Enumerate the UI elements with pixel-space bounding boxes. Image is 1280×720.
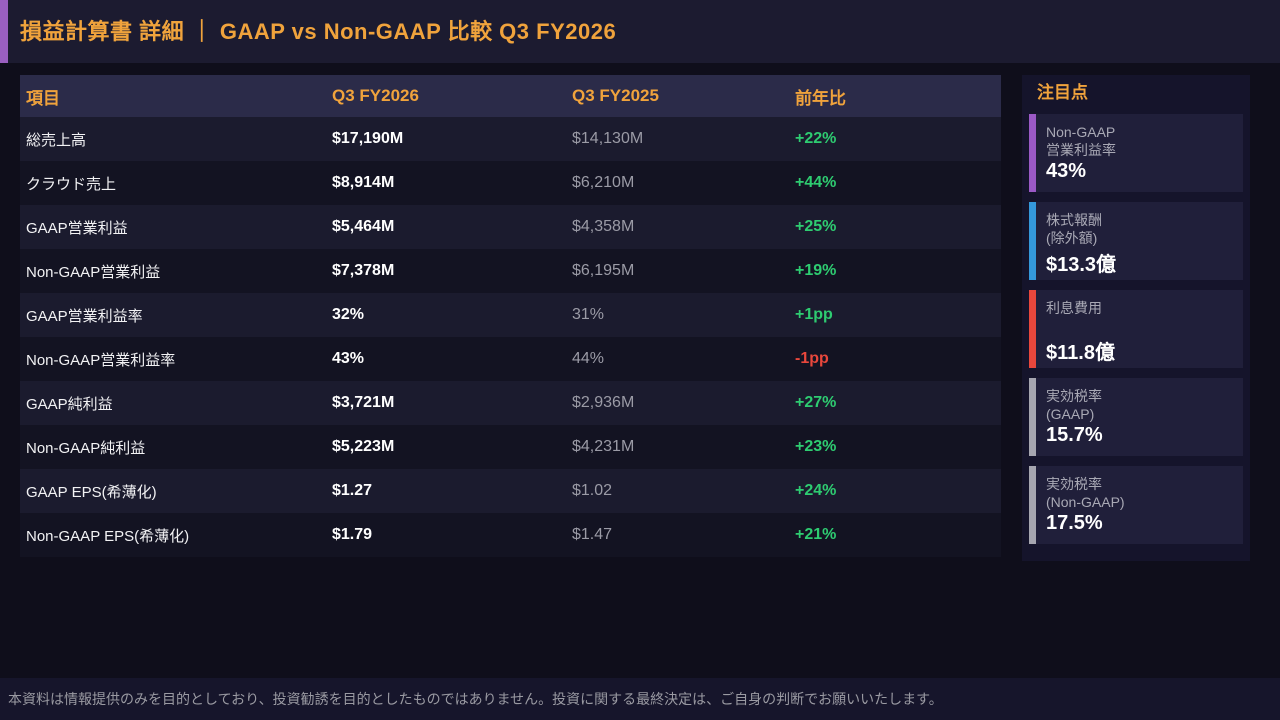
cell-prior: 31% bbox=[572, 306, 605, 323]
highlight-card-value: $11.8億 bbox=[1046, 342, 1115, 364]
cell-current: $8,914M bbox=[332, 174, 395, 191]
cell-prior: 44% bbox=[572, 350, 605, 367]
column-header-current: Q3 FY2026 bbox=[332, 86, 419, 105]
column-header-item: 項目 bbox=[26, 88, 60, 108]
cell-yoy: +19% bbox=[795, 262, 837, 279]
table-row: Non-GAAP EPS(希薄化) $1.79 $1.47 +21% bbox=[20, 513, 1001, 557]
table-row: GAAP EPS(希薄化) $1.27 $1.02 +24% bbox=[20, 469, 1001, 513]
cell-prior: $2,936M bbox=[572, 394, 635, 411]
highlights-title: 注目点 bbox=[1037, 83, 1088, 102]
table-row: 総売上高 $17,190M $14,130M +22% bbox=[20, 117, 1001, 161]
cell-current: $5,464M bbox=[332, 218, 395, 235]
highlight-card: 株式報酬 (除外額) $13.3億 bbox=[1029, 202, 1243, 280]
cell-item: Non-GAAP純利益 bbox=[26, 439, 146, 457]
cell-current: $3,721M bbox=[332, 394, 395, 411]
highlight-card-label: 実効税率 (Non-GAAP) bbox=[1046, 476, 1125, 510]
highlight-card-label: 株式報酬 (除外額) bbox=[1046, 212, 1102, 246]
table-row: Non-GAAP営業利益率 43% 44% -1pp bbox=[20, 337, 1001, 381]
highlight-card-label: Non-GAAP 営業利益率 bbox=[1046, 124, 1116, 158]
cell-item: Non-GAAP EPS(希薄化) bbox=[26, 527, 190, 545]
cell-prior: $6,210M bbox=[572, 174, 635, 191]
highlight-card: 実効税率 (Non-GAAP) 17.5% bbox=[1029, 466, 1243, 544]
highlight-card: Non-GAAP 営業利益率 43% bbox=[1029, 114, 1243, 192]
highlight-cards: Non-GAAP 営業利益率 43% 株式報酬 (除外額) $13.3億利息費用 $11.8… bbox=[1029, 114, 1243, 544]
cell-yoy: +23% bbox=[795, 438, 837, 455]
cell-item: Non-GAAP営業利益 bbox=[26, 263, 161, 281]
table-row: Non-GAAP純利益 $5,223M $4,231M +23% bbox=[20, 425, 1001, 469]
cell-item: GAAP営業利益率 bbox=[26, 307, 143, 325]
column-header-yoy: 前年比 bbox=[795, 88, 846, 108]
cell-item: GAAP営業利益 bbox=[26, 219, 128, 237]
cell-yoy: +22% bbox=[795, 130, 837, 147]
highlight-card-value: $13.3億 bbox=[1046, 254, 1117, 276]
cell-current: $1.27 bbox=[332, 482, 373, 499]
cell-prior: $14,130M bbox=[572, 130, 644, 147]
highlight-card: 利息費用 $11.8億 bbox=[1029, 290, 1243, 368]
cell-current: $1.79 bbox=[332, 526, 373, 543]
cell-current: $7,378M bbox=[332, 262, 395, 279]
highlight-card: 実効税率 (GAAP) 15.7% bbox=[1029, 378, 1243, 456]
cell-item: GAAP EPS(希薄化) bbox=[26, 483, 157, 501]
cell-item: Non-GAAP営業利益率 bbox=[26, 351, 176, 369]
cell-item: GAAP純利益 bbox=[26, 395, 113, 413]
highlight-card-label: 利息費用 bbox=[1046, 300, 1102, 316]
cell-current: $5,223M bbox=[332, 438, 395, 455]
highlight-card-value: 15.7% bbox=[1046, 424, 1103, 446]
table-header-row: 項目 Q3 FY2026 Q3 FY2025 前年比 bbox=[20, 75, 1001, 117]
cell-current: $17,190M bbox=[332, 130, 404, 147]
cell-yoy: +21% bbox=[795, 526, 837, 543]
cell-yoy: +24% bbox=[795, 482, 837, 499]
cell-prior: $6,195M bbox=[572, 262, 635, 279]
cell-yoy: +27% bbox=[795, 394, 837, 411]
highlight-card-label: 実効税率 (GAAP) bbox=[1046, 388, 1102, 422]
cell-yoy: +25% bbox=[795, 218, 837, 235]
page-title: 損益計算書 詳細 ｜ GAAP vs Non-GAAP 比較 Q3 FY2026 bbox=[20, 19, 617, 44]
cell-prior: $1.47 bbox=[572, 526, 613, 543]
table-row: クラウド売上 $8,914M $6,210M +44% bbox=[20, 161, 1001, 205]
table-row: GAAP営業利益率 32% 31% +1pp bbox=[20, 293, 1001, 337]
cell-current: 32% bbox=[332, 306, 365, 323]
table-row: GAAP純利益 $3,721M $2,936M +27% bbox=[20, 381, 1001, 425]
table-row: GAAP営業利益 $5,464M $4,358M +25% bbox=[20, 205, 1001, 249]
cell-yoy: +44% bbox=[795, 174, 837, 191]
table-body: 総売上高 $17,190M $14,130M +22% クラウド売上 $8,914M $6,… bbox=[20, 117, 1001, 557]
cell-prior: $1.02 bbox=[572, 482, 613, 499]
highlight-card-value: 17.5% bbox=[1046, 512, 1103, 534]
cell-prior: $4,231M bbox=[572, 438, 635, 455]
disclaimer-text: 本資料は情報提供のみを目的としており、投資勧誘を目的としたものではありません。投… bbox=[8, 691, 943, 707]
column-header-prior: Q3 FY2025 bbox=[572, 86, 659, 105]
cell-current: 43% bbox=[332, 350, 365, 367]
highlight-card-value: 43% bbox=[1046, 160, 1087, 182]
table-row: Non-GAAP営業利益 $7,378M $6,195M +19% bbox=[20, 249, 1001, 293]
disclaimer-bar: 本資料は情報提供のみを目的としており、投資勧誘を目的としたものではありません。投… bbox=[0, 678, 1280, 720]
income-statement-table: 項目 Q3 FY2026 Q3 FY2025 前年比 総売上高 $17,190M $… bbox=[20, 75, 1001, 557]
cell-yoy: -1pp bbox=[795, 350, 829, 367]
cell-yoy: +1pp bbox=[795, 306, 833, 323]
cell-item: クラウド売上 bbox=[26, 175, 117, 193]
cell-item: 総売上高 bbox=[26, 131, 87, 149]
title-bar: 損益計算書 詳細 ｜ GAAP vs Non-GAAP 比較 Q3 FY2026 bbox=[0, 0, 1280, 63]
header-accent-bar bbox=[0, 0, 8, 63]
highlights-panel: 注目点 Non-GAAP 営業利益率 43% 株式報酬 (除外額) $13.3億利息費用 $… bbox=[1022, 75, 1250, 561]
cell-prior: $4,358M bbox=[572, 218, 635, 235]
